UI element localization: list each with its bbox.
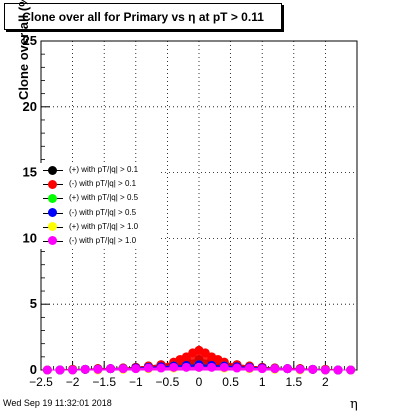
data-point bbox=[55, 365, 65, 375]
x-tick-label: −2.5 bbox=[29, 375, 53, 389]
legend-marker bbox=[48, 193, 57, 203]
data-point bbox=[333, 365, 343, 375]
legend-item: (-) with pT/|q| > 1.0 bbox=[39, 234, 159, 248]
legend-item: (-) with pT/|q| > 0.5 bbox=[39, 206, 159, 220]
data-point bbox=[106, 364, 116, 374]
data-point bbox=[93, 364, 103, 374]
x-tick-label: −1.5 bbox=[92, 375, 116, 389]
legend-label: (+) with pT/|q| > 1.0 bbox=[69, 221, 139, 231]
legend-label: (+) with pT/|q| > 0.1 bbox=[69, 165, 139, 174]
data-point bbox=[257, 364, 267, 374]
timestamp-footer: Wed Sep 19 11:32:01 2018 bbox=[3, 398, 112, 408]
data-point bbox=[219, 362, 229, 372]
data-point bbox=[143, 363, 153, 373]
legend-marker bbox=[48, 165, 57, 175]
legend-marker bbox=[48, 236, 57, 246]
data-point bbox=[270, 364, 280, 374]
data-point bbox=[308, 364, 318, 374]
legend-label: (+) with pT/|q| > 0.5 bbox=[69, 193, 139, 203]
data-point bbox=[80, 364, 90, 374]
data-point bbox=[245, 363, 255, 373]
legend-label: (-) with pT/|q| > 0.1 bbox=[69, 179, 137, 189]
chart-title: Clone over all for Primary vs η at pT > … bbox=[4, 3, 282, 30]
y-tick-label: 0 bbox=[30, 362, 37, 377]
y-tick-label: 25 bbox=[23, 33, 37, 48]
y-axis-label: Clone over all (%) bbox=[16, 0, 31, 100]
data-point bbox=[156, 363, 166, 373]
y-tick-label: 10 bbox=[23, 230, 37, 245]
data-point bbox=[194, 362, 204, 372]
legend-item: (+) with pT/|q| > 0.1 bbox=[39, 163, 159, 177]
series-layer bbox=[42, 345, 356, 375]
data-point bbox=[118, 364, 128, 374]
legend-item: (+) with pT/|q| > 1.0 bbox=[39, 220, 159, 234]
data-point bbox=[346, 365, 356, 375]
x-tick-label: 0 bbox=[196, 375, 203, 389]
legend-marker bbox=[48, 208, 57, 218]
legend-item: (+) with pT/|q| > 0.5 bbox=[39, 191, 159, 205]
x-tick-label: −2 bbox=[66, 375, 80, 389]
legend-marker bbox=[48, 222, 57, 232]
x-tick-label: 2 bbox=[322, 375, 329, 389]
data-point bbox=[169, 362, 179, 372]
x-tick-label: 0.5 bbox=[222, 375, 239, 389]
y-tick-label: 15 bbox=[23, 165, 37, 180]
legend-label: (-) with pT/|q| > 1.0 bbox=[69, 235, 137, 245]
legend: (+) with pT/|q| > 0.1 (-) with pT/|q| > … bbox=[39, 163, 159, 249]
legend-item: (-) with pT/|q| > 0.1 bbox=[39, 177, 159, 191]
data-point bbox=[181, 362, 191, 372]
legend-marker bbox=[48, 179, 57, 189]
data-point bbox=[282, 364, 292, 374]
x-tick-label: −0.5 bbox=[156, 375, 180, 389]
y-tick-label: 5 bbox=[30, 296, 37, 311]
x-tick-label: −1 bbox=[129, 375, 143, 389]
x-tick-label: 1 bbox=[259, 375, 266, 389]
data-point bbox=[42, 365, 52, 375]
y-tick-label: 20 bbox=[23, 99, 37, 114]
data-point bbox=[207, 362, 217, 372]
data-point bbox=[131, 364, 141, 374]
data-point bbox=[68, 365, 78, 375]
x-axis-label: η bbox=[350, 397, 358, 412]
x-tick-label: 1.5 bbox=[285, 375, 302, 389]
legend-label: (-) with pT/|q| > 0.5 bbox=[69, 207, 137, 217]
data-point bbox=[320, 365, 330, 375]
data-point bbox=[232, 363, 242, 373]
series-5 bbox=[42, 362, 356, 375]
data-point bbox=[295, 364, 305, 374]
